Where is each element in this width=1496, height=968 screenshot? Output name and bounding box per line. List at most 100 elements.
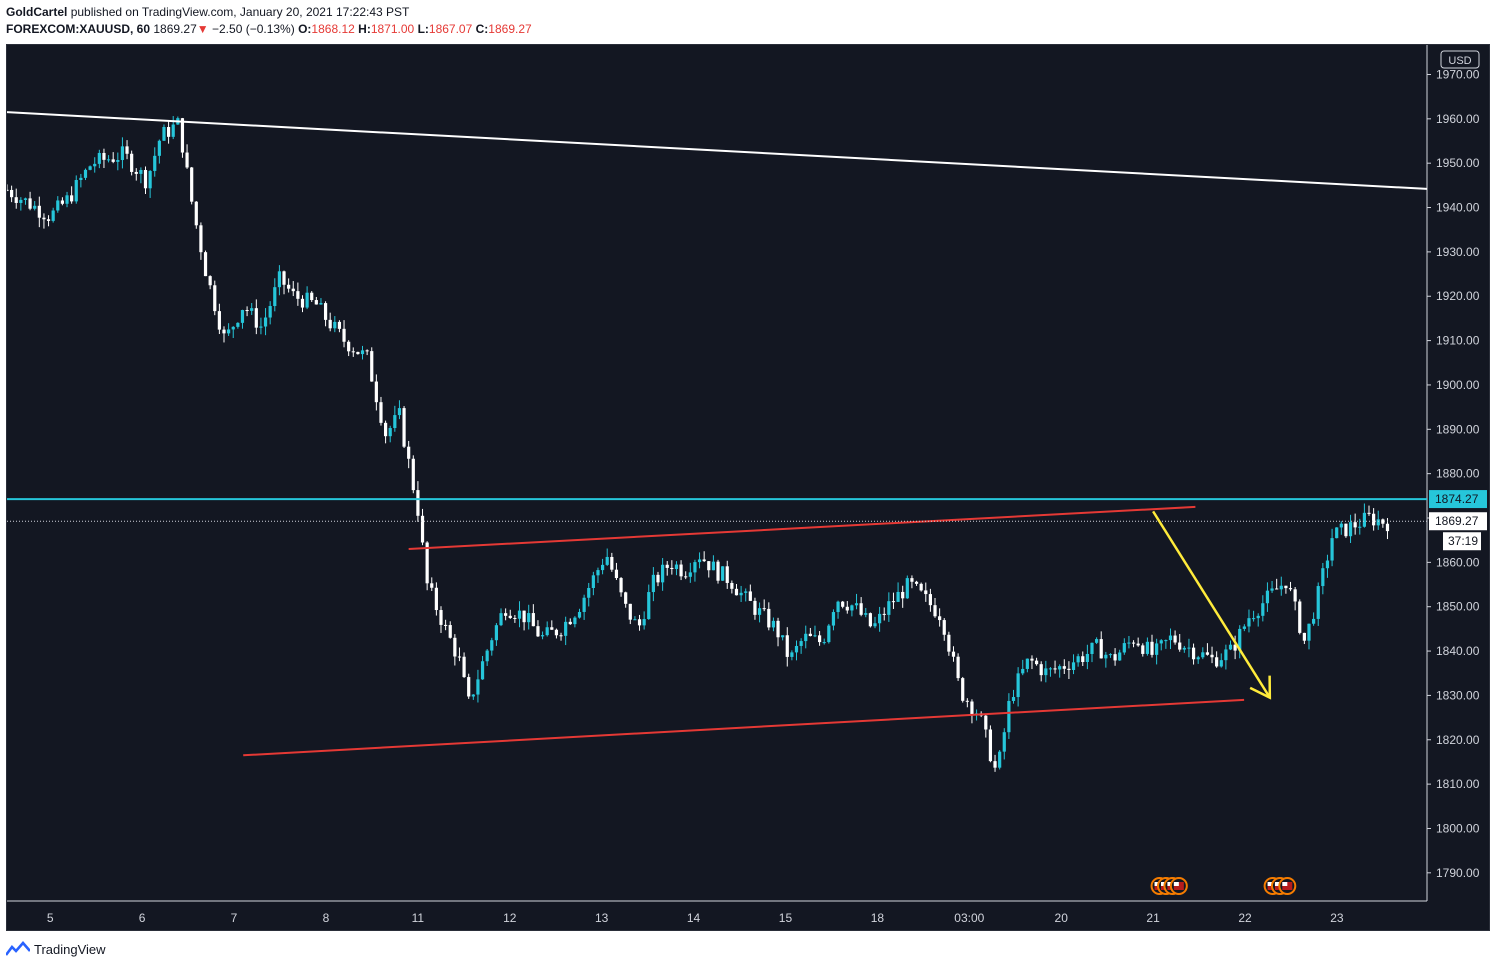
candle-body — [947, 634, 951, 652]
candle-body — [1187, 647, 1191, 649]
candle-body — [180, 118, 185, 153]
candle-body — [785, 635, 789, 657]
candle-body — [1242, 626, 1246, 629]
candle-body — [37, 205, 41, 218]
candle-body — [263, 317, 268, 327]
candle-body — [120, 146, 125, 161]
candle-body — [1362, 512, 1366, 527]
candle-body — [1030, 658, 1034, 661]
candle-body — [273, 287, 277, 307]
candle-body — [1164, 640, 1168, 642]
candle-body — [1307, 623, 1311, 641]
price-tick-label: 1830.00 — [1436, 688, 1480, 702]
candle-body — [153, 155, 157, 171]
candle-body — [762, 608, 766, 610]
candle-body — [577, 611, 582, 618]
candle-body — [467, 677, 471, 697]
candle-body — [781, 635, 785, 638]
candle-body — [1076, 656, 1080, 663]
time-tick-label: 20 — [1055, 911, 1069, 925]
down-arrow-icon: ▼ — [196, 22, 209, 36]
candle-body — [323, 303, 328, 320]
candle-body — [970, 701, 974, 715]
price-chart[interactable]: 1970.00 1960.00 1950.00 1940.00 1930.00 1920.… — [7, 45, 1491, 932]
candle-body — [1265, 590, 1270, 604]
candle-body — [217, 311, 221, 330]
last-price-label: 1869.27 — [1435, 514, 1479, 528]
event-markers[interactable] — [1150, 877, 1297, 895]
candle-body — [725, 566, 729, 583]
candle-body — [102, 152, 106, 160]
flag-canton — [1160, 882, 1166, 886]
candle-body — [1353, 522, 1357, 528]
candle-body — [1344, 523, 1348, 537]
projection-arrow — [1152, 510, 1271, 699]
time-tick-label: 5 — [47, 911, 54, 925]
channel-upper-line — [408, 505, 1196, 551]
candle-body — [208, 276, 212, 286]
candle-body — [448, 625, 452, 638]
candle-body — [240, 310, 245, 323]
candle-body — [707, 561, 711, 571]
candle-body — [767, 608, 771, 628]
price-tick-label: 1940.00 — [1436, 201, 1480, 215]
price-tick-label: 1860.00 — [1436, 555, 1480, 569]
candle-body — [1039, 664, 1043, 676]
candle-body — [1081, 656, 1085, 662]
tradingview-logo-icon[interactable] — [6, 941, 30, 957]
candle-body — [1131, 642, 1136, 644]
price-tick-label: 1820.00 — [1436, 733, 1480, 747]
candle-body — [46, 219, 51, 221]
close-value: 1869.27 — [488, 22, 532, 36]
candle-body — [1284, 585, 1288, 589]
chart-area[interactable]: 1970.00 1960.00 1950.00 1940.00 1930.00 1920.… — [6, 44, 1490, 931]
candle-body — [794, 645, 799, 653]
candle-body — [420, 515, 425, 543]
price-tick-label: 1840.00 — [1436, 644, 1480, 658]
level-price-label: 1874.27 — [1435, 492, 1479, 506]
candle-body — [397, 408, 402, 416]
candle-body — [753, 600, 757, 615]
candle-body — [873, 623, 877, 627]
candle-body — [564, 621, 568, 636]
candle-body — [10, 189, 14, 198]
candle-body — [679, 564, 683, 577]
price-tick-label: 1880.00 — [1436, 467, 1480, 481]
tradingview-brand[interactable]: TradingView — [34, 942, 106, 957]
price-tick-label: 1970.00 — [1436, 67, 1480, 81]
candle-body — [554, 629, 559, 636]
candle-body — [236, 322, 240, 327]
time-tick-label: 13 — [595, 911, 609, 925]
candle-body — [642, 619, 646, 626]
candle-body — [661, 564, 665, 583]
candle-body — [550, 627, 554, 630]
candle-body — [1150, 641, 1154, 655]
candle-body — [494, 625, 499, 641]
candle-body — [1168, 635, 1173, 641]
candle-body — [374, 381, 378, 403]
candle-body — [1335, 527, 1339, 539]
candle-body — [60, 200, 65, 204]
candle-body — [587, 587, 591, 598]
candle-body — [1256, 615, 1260, 619]
candle-body — [1145, 641, 1149, 654]
candle-body — [143, 169, 148, 189]
candle-body — [813, 635, 817, 637]
author-name[interactable]: GoldCartel — [6, 5, 68, 19]
candle-body — [74, 180, 78, 202]
flag-canton — [1267, 882, 1273, 886]
candle-body — [1025, 658, 1029, 669]
candle-body — [1219, 660, 1223, 667]
flag-canton — [1154, 882, 1160, 886]
candle-body — [356, 351, 360, 355]
candle-body — [540, 635, 545, 637]
candle-body — [351, 351, 355, 353]
candle-body — [1233, 644, 1237, 651]
price-tick-label: 1800.00 — [1436, 821, 1480, 835]
candle-body — [1312, 618, 1316, 624]
candle-body — [808, 633, 812, 637]
candle-body — [162, 127, 166, 141]
candle-body — [624, 592, 628, 604]
candle-body — [614, 569, 619, 579]
candle-body — [402, 408, 406, 447]
